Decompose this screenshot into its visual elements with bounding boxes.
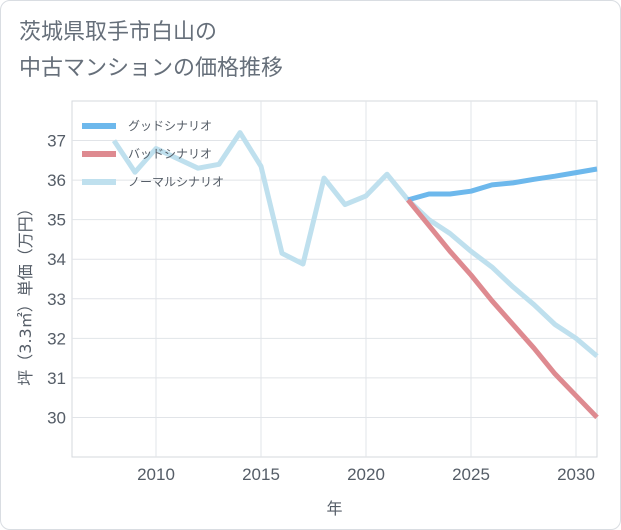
x-tick-label: 2030	[557, 465, 595, 484]
plot-frame	[71, 100, 598, 458]
x-tick-label: 2010	[137, 465, 175, 484]
series-line-normal	[111, 130, 599, 359]
x-axis-title: 年	[326, 499, 342, 518]
series-lines	[111, 130, 599, 420]
y-tick-label: 37	[47, 132, 66, 151]
y-tick-label: 31	[47, 369, 66, 388]
y-tick-label: 33	[47, 290, 66, 309]
chart-title-line-1: 茨城県取手市白山の	[19, 20, 218, 45]
axis-ticks: 30 31 32 33 34 35 36 37 2010 2015 2020 2025 2030	[47, 132, 595, 484]
legend-label: ノーマルシナリオ	[128, 175, 224, 189]
x-tick-label: 2025	[452, 465, 490, 484]
series-line-good	[407, 166, 598, 203]
x-tick-label: 2015	[242, 465, 280, 484]
x-tick-label: 2020	[347, 465, 385, 484]
y-axis-title: 坪（3.3㎡）単価（万円）	[16, 200, 35, 385]
legend-label: グッドシナリオ	[128, 119, 212, 133]
chart-title-line-2: 中古マンションの価格推移	[19, 56, 284, 81]
y-tick-label: 30	[47, 408, 66, 427]
chart-title: 茨城県取手市白山の 中古マンションの価格推移	[19, 15, 419, 87]
y-tick-label: 34	[47, 250, 66, 269]
series-line-bad	[406, 198, 599, 420]
legend-label: バッドシナリオ	[128, 147, 212, 161]
y-tick-label: 35	[47, 211, 66, 230]
y-tick-label: 32	[47, 329, 66, 348]
y-tick-label: 36	[47, 171, 66, 190]
